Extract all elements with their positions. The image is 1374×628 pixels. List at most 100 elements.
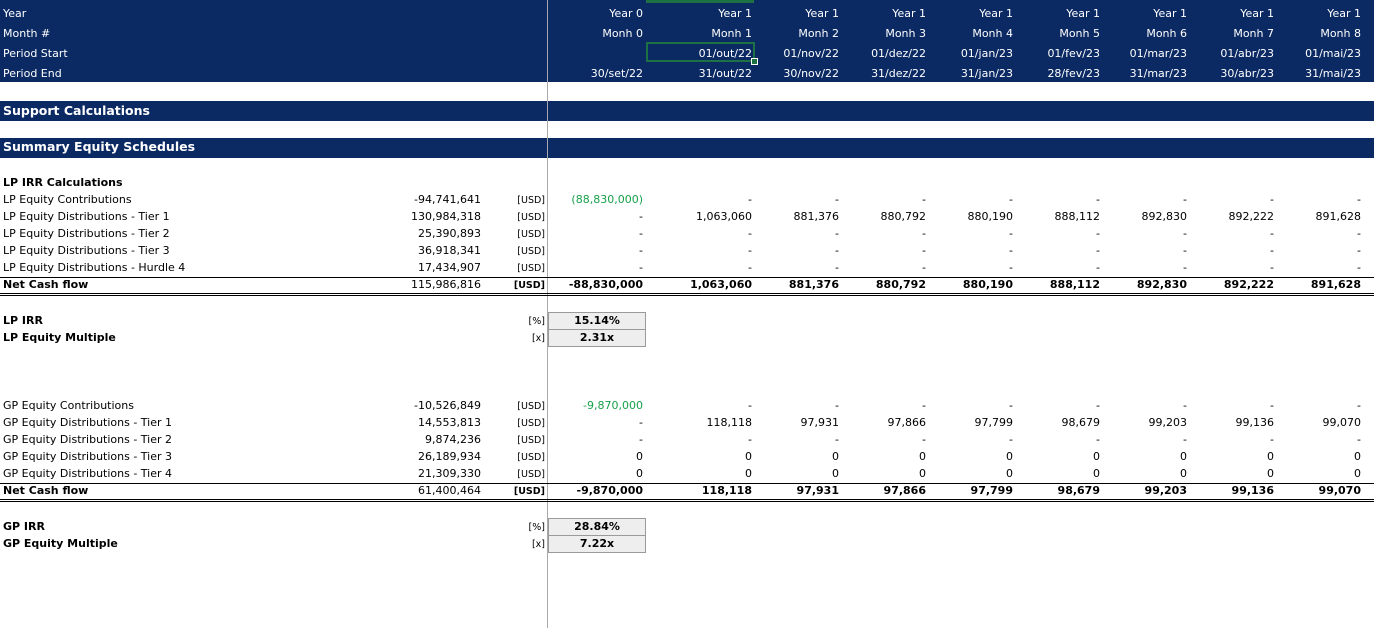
lp-row-value[interactable]: - xyxy=(1096,244,1100,257)
gp-row-value[interactable]: 0 xyxy=(745,450,752,463)
gp-row-value[interactable]: 0 xyxy=(636,467,643,480)
gp-irr-cell[interactable]: 28.84% xyxy=(548,518,646,536)
lp-row-value[interactable]: - xyxy=(1096,227,1100,240)
gp-row-value[interactable]: - xyxy=(1096,399,1100,412)
lp-row-value[interactable]: - xyxy=(1270,227,1274,240)
header-start-col-7[interactable]: 01/abr/23 xyxy=(1220,47,1274,60)
lp-net-value[interactable]: -88,830,000 xyxy=(568,278,643,291)
gp-row-value[interactable]: 0 xyxy=(1093,467,1100,480)
gp-row-value[interactable]: 0 xyxy=(919,467,926,480)
gp-row-value[interactable]: - xyxy=(639,433,643,446)
lp-row-value[interactable]: 880,190 xyxy=(967,210,1014,223)
lp-irr-cell[interactable]: 15.14% xyxy=(548,312,646,330)
gp-row-value[interactable]: 0 xyxy=(1354,467,1361,480)
lp-net-value[interactable]: 880,792 xyxy=(875,278,926,291)
header-start-col-3[interactable]: 01/dez/22 xyxy=(871,47,926,60)
gp-row-value[interactable]: 0 xyxy=(832,467,839,480)
lp-row-value[interactable]: - xyxy=(748,244,752,257)
lp-row-value[interactable]: - xyxy=(922,227,926,240)
gp-net-value[interactable]: 98,679 xyxy=(1057,484,1100,497)
lp-row-value[interactable]: - xyxy=(1009,193,1013,206)
lp-row-total[interactable]: 25,390,893 xyxy=(418,227,481,240)
lp-row-value[interactable]: - xyxy=(1183,227,1187,240)
header-month-col-0[interactable]: Monh 0 xyxy=(602,27,643,40)
gp-net-value[interactable]: 99,136 xyxy=(1231,484,1274,497)
gp-net-value[interactable]: 99,203 xyxy=(1144,484,1187,497)
lp-row-value[interactable]: 1,063,060 xyxy=(696,210,752,223)
gp-row-value[interactable]: 0 xyxy=(919,450,926,463)
gp-net-total[interactable]: 61,400,464 xyxy=(418,484,481,497)
lp-row-total[interactable]: 17,434,907 xyxy=(418,261,481,274)
header-year-col-3[interactable]: Year 1 xyxy=(892,7,926,20)
lp-row-value[interactable]: - xyxy=(1357,193,1361,206)
lp-row-value[interactable]: - xyxy=(1096,193,1100,206)
gp-row-value[interactable]: 0 xyxy=(636,450,643,463)
lp-row-value[interactable]: 891,628 xyxy=(1315,210,1362,223)
lp-row-value[interactable]: - xyxy=(1009,261,1013,274)
header-year-col-6[interactable]: Year 1 xyxy=(1153,7,1187,20)
header-end-col-8[interactable]: 31/mai/23 xyxy=(1305,67,1361,80)
header-end-col-3[interactable]: 31/dez/22 xyxy=(871,67,926,80)
gp-row-value[interactable]: - xyxy=(835,433,839,446)
lp-net-value[interactable]: 892,222 xyxy=(1223,278,1274,291)
gp-row-value[interactable]: 0 xyxy=(1267,467,1274,480)
header-year-col-5[interactable]: Year 1 xyxy=(1066,7,1100,20)
lp-row-value[interactable]: (88,830,000) xyxy=(571,193,643,206)
lp-row-value[interactable]: - xyxy=(835,193,839,206)
lp-row-value[interactable]: 888,112 xyxy=(1054,210,1101,223)
header-end-col-4[interactable]: 31/jan/23 xyxy=(960,67,1013,80)
gp-row-value[interactable]: 97,931 xyxy=(800,416,840,429)
lp-row-total[interactable]: 36,918,341 xyxy=(418,244,481,257)
lp-row-value[interactable]: - xyxy=(1183,193,1187,206)
header-month-col-8[interactable]: Monh 8 xyxy=(1320,27,1361,40)
lp-row-value[interactable]: - xyxy=(1270,244,1274,257)
header-year-col-0[interactable]: Year 0 xyxy=(609,7,643,20)
header-year-col-4[interactable]: Year 1 xyxy=(979,7,1013,20)
header-end-col-6[interactable]: 31/mar/23 xyxy=(1129,67,1187,80)
header-month-col-6[interactable]: Monh 6 xyxy=(1146,27,1187,40)
gp-row-value[interactable]: - xyxy=(1009,399,1013,412)
gp-row-value[interactable]: - xyxy=(1270,399,1274,412)
gp-row-value[interactable]: - xyxy=(922,433,926,446)
gp-row-total[interactable]: 26,189,934 xyxy=(418,450,481,463)
header-month-col-1[interactable]: Monh 1 xyxy=(711,27,752,40)
lp-net-value[interactable]: 880,190 xyxy=(962,278,1013,291)
gp-row-value[interactable]: 0 xyxy=(1354,450,1361,463)
lp-row-value[interactable]: 892,830 xyxy=(1141,210,1188,223)
gp-row-value[interactable]: -9,870,000 xyxy=(583,399,643,412)
gp-row-value[interactable]: - xyxy=(1357,433,1361,446)
gp-row-value[interactable]: - xyxy=(748,399,752,412)
gp-row-value[interactable]: - xyxy=(1357,399,1361,412)
header-end-col-1[interactable]: 31/out/22 xyxy=(698,67,752,80)
lp-row-value[interactable]: - xyxy=(922,244,926,257)
header-start-col-5[interactable]: 01/fev/23 xyxy=(1047,47,1100,60)
lp-row-value[interactable]: - xyxy=(1357,244,1361,257)
gp-row-value[interactable]: - xyxy=(922,399,926,412)
gp-row-value[interactable]: - xyxy=(748,433,752,446)
gp-row-value[interactable]: - xyxy=(1270,433,1274,446)
lp-net-value[interactable]: 881,376 xyxy=(788,278,839,291)
gp-net-value[interactable]: 97,799 xyxy=(970,484,1013,497)
gp-row-total[interactable]: 14,553,813 xyxy=(418,416,481,429)
gp-row-value[interactable]: 99,203 xyxy=(1148,416,1188,429)
lp-row-total[interactable]: 130,984,318 xyxy=(411,210,481,223)
gp-row-value[interactable]: - xyxy=(639,416,643,429)
gp-row-value[interactable]: 0 xyxy=(745,467,752,480)
lp-net-total[interactable]: 115,986,816 xyxy=(411,278,481,291)
lp-row-value[interactable]: - xyxy=(922,193,926,206)
header-end-col-0[interactable]: 30/set/22 xyxy=(590,67,643,80)
lp-row-value[interactable]: - xyxy=(1009,244,1013,257)
gp-net-value[interactable]: 97,931 xyxy=(796,484,839,497)
header-start-col-2[interactable]: 01/nov/22 xyxy=(783,47,839,60)
header-month-col-5[interactable]: Monh 5 xyxy=(1059,27,1100,40)
header-start-col-1[interactable]: 01/out/22 xyxy=(698,47,752,60)
header-year-col-2[interactable]: Year 1 xyxy=(805,7,839,20)
gp-row-value[interactable]: 0 xyxy=(1267,450,1274,463)
lp-row-value[interactable]: - xyxy=(1009,227,1013,240)
gp-row-value[interactable]: 0 xyxy=(1180,450,1187,463)
lp-row-total[interactable]: -94,741,641 xyxy=(414,193,481,206)
header-start-col-8[interactable]: 01/mai/23 xyxy=(1305,47,1361,60)
lp-net-value[interactable]: 891,628 xyxy=(1310,278,1361,291)
lp-net-value[interactable]: 1,063,060 xyxy=(690,278,752,291)
gp-row-value[interactable]: - xyxy=(1183,399,1187,412)
